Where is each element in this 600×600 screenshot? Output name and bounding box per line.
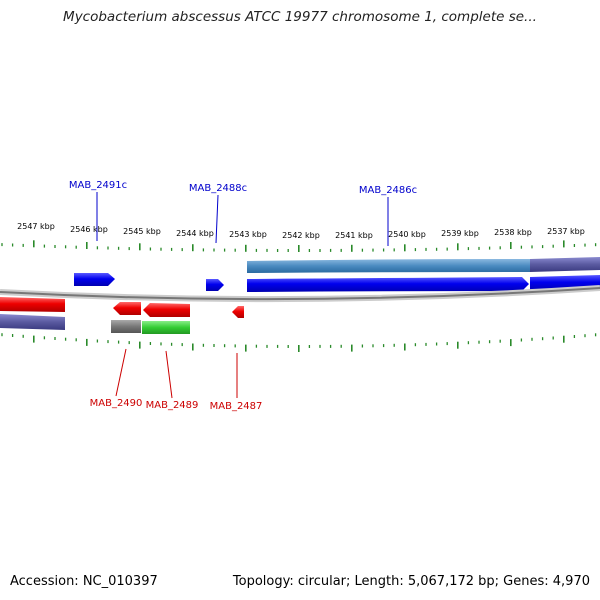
summary-text: Topology: circular; Length: 5,067,172 bp… — [232, 574, 590, 589]
top-leader-lines — [96, 192, 389, 246]
feature-segment[interactable] — [530, 257, 600, 272]
top-tick-ruler — [1, 240, 597, 252]
gene-arrow-plus[interactable] — [206, 279, 224, 291]
ruler-label: 2547 kbp — [17, 222, 55, 231]
gene-arrow-minus[interactable] — [113, 302, 141, 315]
ruler-label: 2541 kbp — [335, 231, 373, 240]
gene-arrow-minus[interactable] — [0, 297, 65, 312]
gene-label-top[interactable]: MAB_2491c — [69, 180, 127, 191]
feature-segment[interactable] — [111, 320, 141, 333]
gene-arrow-plus[interactable] — [247, 277, 529, 292]
ruler-label: 2546 kbp — [70, 225, 108, 234]
accession-text: Accession: NC_010397 — [10, 574, 158, 589]
gene-arrow-minus[interactable] — [143, 303, 190, 317]
ruler-label: 2538 kbp — [494, 228, 532, 237]
ruler-label: 2537 kbp — [547, 227, 585, 236]
gene-label-top[interactable]: MAB_2486c — [359, 185, 417, 196]
gene-label-bottom[interactable]: MAB_2489 — [146, 400, 199, 411]
chromosome-backbone-core — [0, 287, 600, 301]
ruler-label: 2540 kbp — [388, 230, 426, 239]
gene-arrow-minus[interactable] — [232, 306, 244, 318]
gene-arrow-plus[interactable] — [74, 273, 115, 286]
ruler-label: 2539 kbp — [441, 229, 479, 238]
gene-label-top[interactable]: MAB_2488c — [189, 183, 247, 194]
ruler-label: 2544 kbp — [176, 229, 214, 238]
feature-segment[interactable] — [247, 259, 530, 273]
feature-segment[interactable] — [142, 321, 190, 334]
ruler-label: 2543 kbp — [229, 230, 267, 239]
bottom-leader-lines — [115, 348, 238, 399]
gene-label-bottom[interactable]: MAB_2490 — [90, 398, 143, 409]
ruler-labels: 2547 kbp 2546 kbp 2545 kbp 2544 kbp 2543… — [17, 222, 585, 240]
leader-line — [115, 348, 127, 397]
gene-label-bottom[interactable]: MAB_2487 — [210, 401, 263, 412]
leader-line — [165, 350, 173, 399]
bottom-tick-ruler — [1, 333, 597, 352]
ruler-label: 2545 kbp — [123, 227, 161, 236]
ruler-label: 2542 kbp — [282, 231, 320, 240]
leader-line — [215, 194, 219, 244]
map-title: Mycobacterium abscessus ATCC 19977 chrom… — [63, 9, 537, 25]
feature-segment[interactable] — [0, 314, 65, 330]
